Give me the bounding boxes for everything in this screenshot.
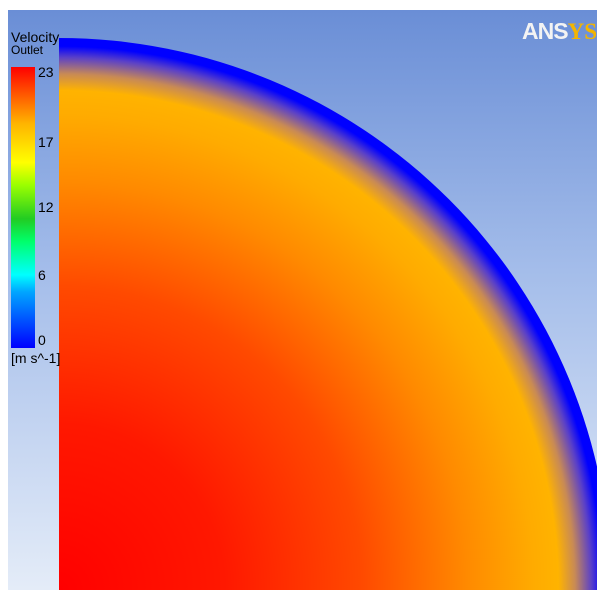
cfd-viewport[interactable]: Velocity Outlet 23 17 12 6 0 [m s^-1] AN… [8,10,597,590]
logo-text-accent: YS [567,19,597,44]
legend-location: Outlet [11,43,44,57]
velocity-contour-plot [59,38,597,590]
outlet-quarter-section [59,38,597,590]
legend-tick-17: 17 [38,134,54,150]
ansys-logo: ANSYS [522,18,597,45]
legend-tick-max: 23 [38,64,54,80]
legend-unit: [m s^-1] [11,350,61,366]
legend-tick-12: 12 [38,199,54,215]
legend-tick-6: 6 [38,267,46,283]
legend-color-bar [11,67,35,348]
legend-tick-min: 0 [38,332,46,348]
logo-text-main: ANS [522,18,569,44]
legend-title: Velocity [11,29,60,45]
